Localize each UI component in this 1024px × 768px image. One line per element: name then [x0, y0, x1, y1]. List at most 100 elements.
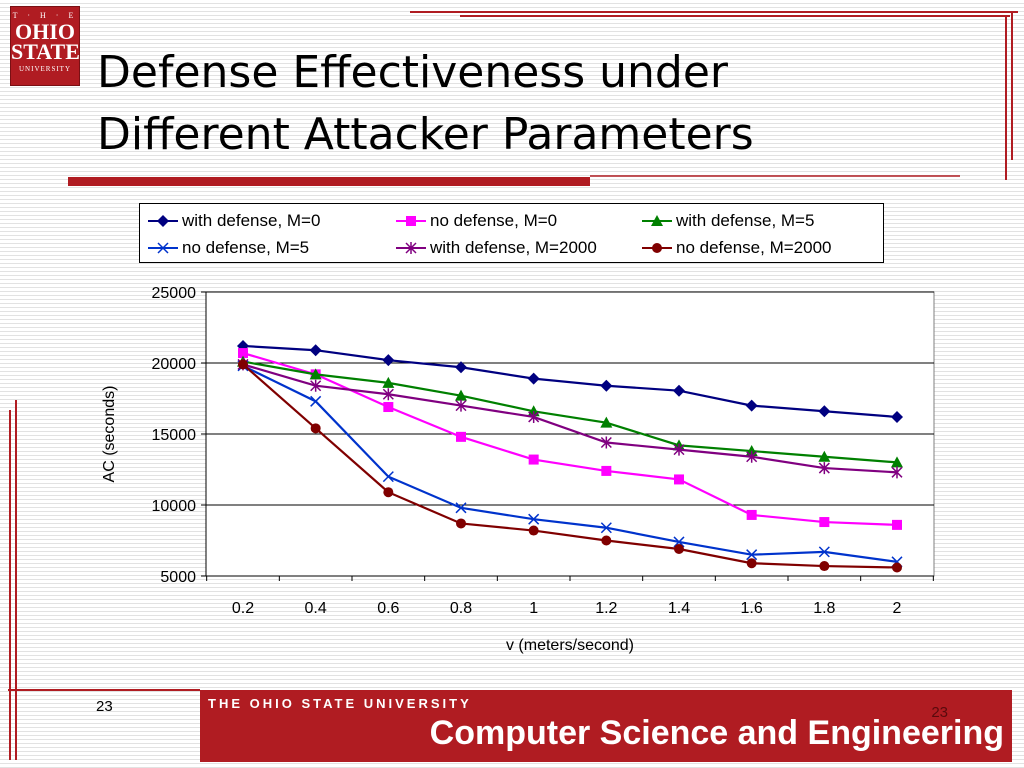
legend-marker-x: [148, 242, 178, 254]
data-point: [309, 344, 322, 357]
x-tick-label: 1.8: [813, 600, 835, 617]
data-point: [819, 561, 830, 572]
data-point: [310, 379, 322, 392]
data-point: [674, 474, 684, 485]
logo-text-university: UNIVERSITY: [19, 65, 71, 73]
data-point: [310, 423, 321, 434]
y-axis-label: AC (seconds): [101, 386, 118, 483]
data-point: [746, 450, 758, 463]
footer-university-name: THE OHIO STATE UNIVERSITY: [208, 696, 472, 711]
logo-text-ohio: OHIO: [15, 19, 75, 44]
series-line: [242, 363, 898, 569]
legend-label: no defense, M=5: [182, 238, 310, 257]
data-point: [382, 388, 394, 401]
data-point: [456, 518, 466, 529]
legend-label: no defense, M=0: [430, 211, 558, 230]
x-tick-label: 0.4: [305, 600, 327, 617]
legend-label: no defense, M=2000: [676, 238, 832, 257]
slide-title-line2: Different Attacker Parameters: [97, 109, 754, 160]
footer-page-number: 23: [931, 704, 948, 721]
data-point: [891, 410, 903, 423]
legend-marker-triangle: [642, 215, 672, 226]
logo-text-the: T · H · E: [12, 11, 78, 20]
data-point: [818, 462, 830, 475]
data-point: [455, 361, 467, 374]
data-point: [238, 359, 248, 370]
y-tick-label: 15000: [152, 427, 197, 444]
x-tick-label: 1.6: [741, 600, 763, 617]
x-tick-label: 1.2: [595, 600, 617, 617]
x-tick-label: 0.6: [377, 600, 399, 617]
chart-legend: with defense, M=0 no defense, M=0 with d…: [139, 203, 884, 263]
data-point: [674, 544, 684, 555]
x-tick-label: 0.8: [450, 600, 472, 617]
data-point: [309, 368, 322, 380]
legend-label: with defense, M=2000: [430, 238, 597, 257]
data-point: [383, 487, 394, 498]
series-line: [242, 364, 898, 563]
data-point: [382, 376, 395, 388]
legend-marker-circle: [642, 243, 672, 253]
data-point: [238, 348, 248, 359]
data-point: [673, 536, 685, 548]
data-point: [600, 522, 612, 534]
data-point: [600, 379, 613, 392]
data-point: [382, 354, 395, 367]
data-point: [382, 471, 394, 483]
data-point: [891, 456, 903, 468]
slide-title: Defense Effectiveness under Different At…: [97, 42, 977, 166]
data-point: [673, 384, 685, 397]
data-point: [456, 431, 466, 442]
x-tick-label: 1.4: [668, 600, 690, 617]
data-point: [528, 454, 539, 465]
logo-text-state: STATE: [11, 39, 80, 64]
data-point: [601, 535, 612, 546]
data-point: [891, 466, 903, 479]
data-point: [310, 395, 322, 407]
series-line: [242, 363, 898, 474]
data-point: [746, 558, 757, 569]
slide-page-number: 23: [96, 698, 113, 715]
data-point: [455, 389, 467, 401]
data-point: [527, 372, 540, 385]
data-point: [600, 416, 613, 428]
university-logo: T · H · E OHIO STATE UNIVERSITY: [10, 6, 80, 86]
footer-banner: THE OHIO STATE UNIVERSITY 23 Computer Sc…: [200, 690, 1012, 762]
data-point: [455, 399, 467, 412]
legend-label: with defense, M=0: [182, 211, 321, 230]
x-tick-label: 1: [529, 600, 538, 617]
legend-label: with defense, M=5: [676, 211, 815, 230]
data-point: [746, 509, 757, 520]
data-point: [892, 519, 902, 530]
data-point: [818, 450, 831, 462]
data-point: [528, 513, 540, 525]
footer-department-name: Computer Science and Engineering: [429, 714, 1004, 752]
legend-marker-square: [396, 216, 426, 226]
y-tick-label: 25000: [152, 285, 197, 302]
data-point: [892, 562, 902, 573]
legend-marker-star: [396, 242, 426, 254]
data-point: [746, 549, 758, 561]
series-line: [242, 344, 898, 419]
data-point: [819, 517, 830, 528]
data-point: [528, 525, 539, 536]
x-tick-label: 2: [893, 600, 902, 617]
data-point: [745, 399, 758, 412]
data-point: [818, 546, 830, 558]
y-tick-label: 5000: [160, 569, 196, 586]
y-tick-label: 20000: [152, 356, 197, 373]
x-tick-label: 0.2: [232, 600, 254, 617]
data-point: [818, 405, 831, 418]
series-line: [242, 360, 898, 464]
data-point: [601, 465, 612, 476]
x-axis-label: v (meters/second): [506, 637, 634, 654]
data-point: [673, 443, 685, 456]
data-point: [528, 410, 540, 423]
data-point: [383, 402, 394, 413]
data-point: [455, 502, 467, 514]
legend-marker-diamond: [148, 215, 178, 227]
data-point: [600, 436, 612, 449]
y-tick-label: 10000: [152, 498, 197, 515]
slide-title-line1: Defense Effectiveness under: [97, 47, 728, 98]
